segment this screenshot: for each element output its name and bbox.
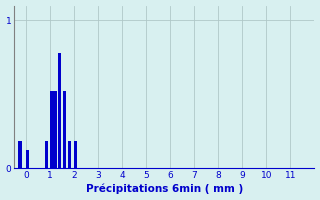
Bar — [68, 141, 71, 168]
Bar — [45, 141, 48, 168]
Bar — [63, 91, 66, 168]
Bar — [53, 91, 57, 168]
Bar — [58, 53, 61, 168]
X-axis label: Précipitations 6min ( mm ): Précipitations 6min ( mm ) — [86, 184, 243, 194]
Bar — [19, 141, 22, 168]
Bar — [50, 91, 53, 168]
Bar — [74, 141, 77, 168]
Bar — [26, 150, 29, 168]
